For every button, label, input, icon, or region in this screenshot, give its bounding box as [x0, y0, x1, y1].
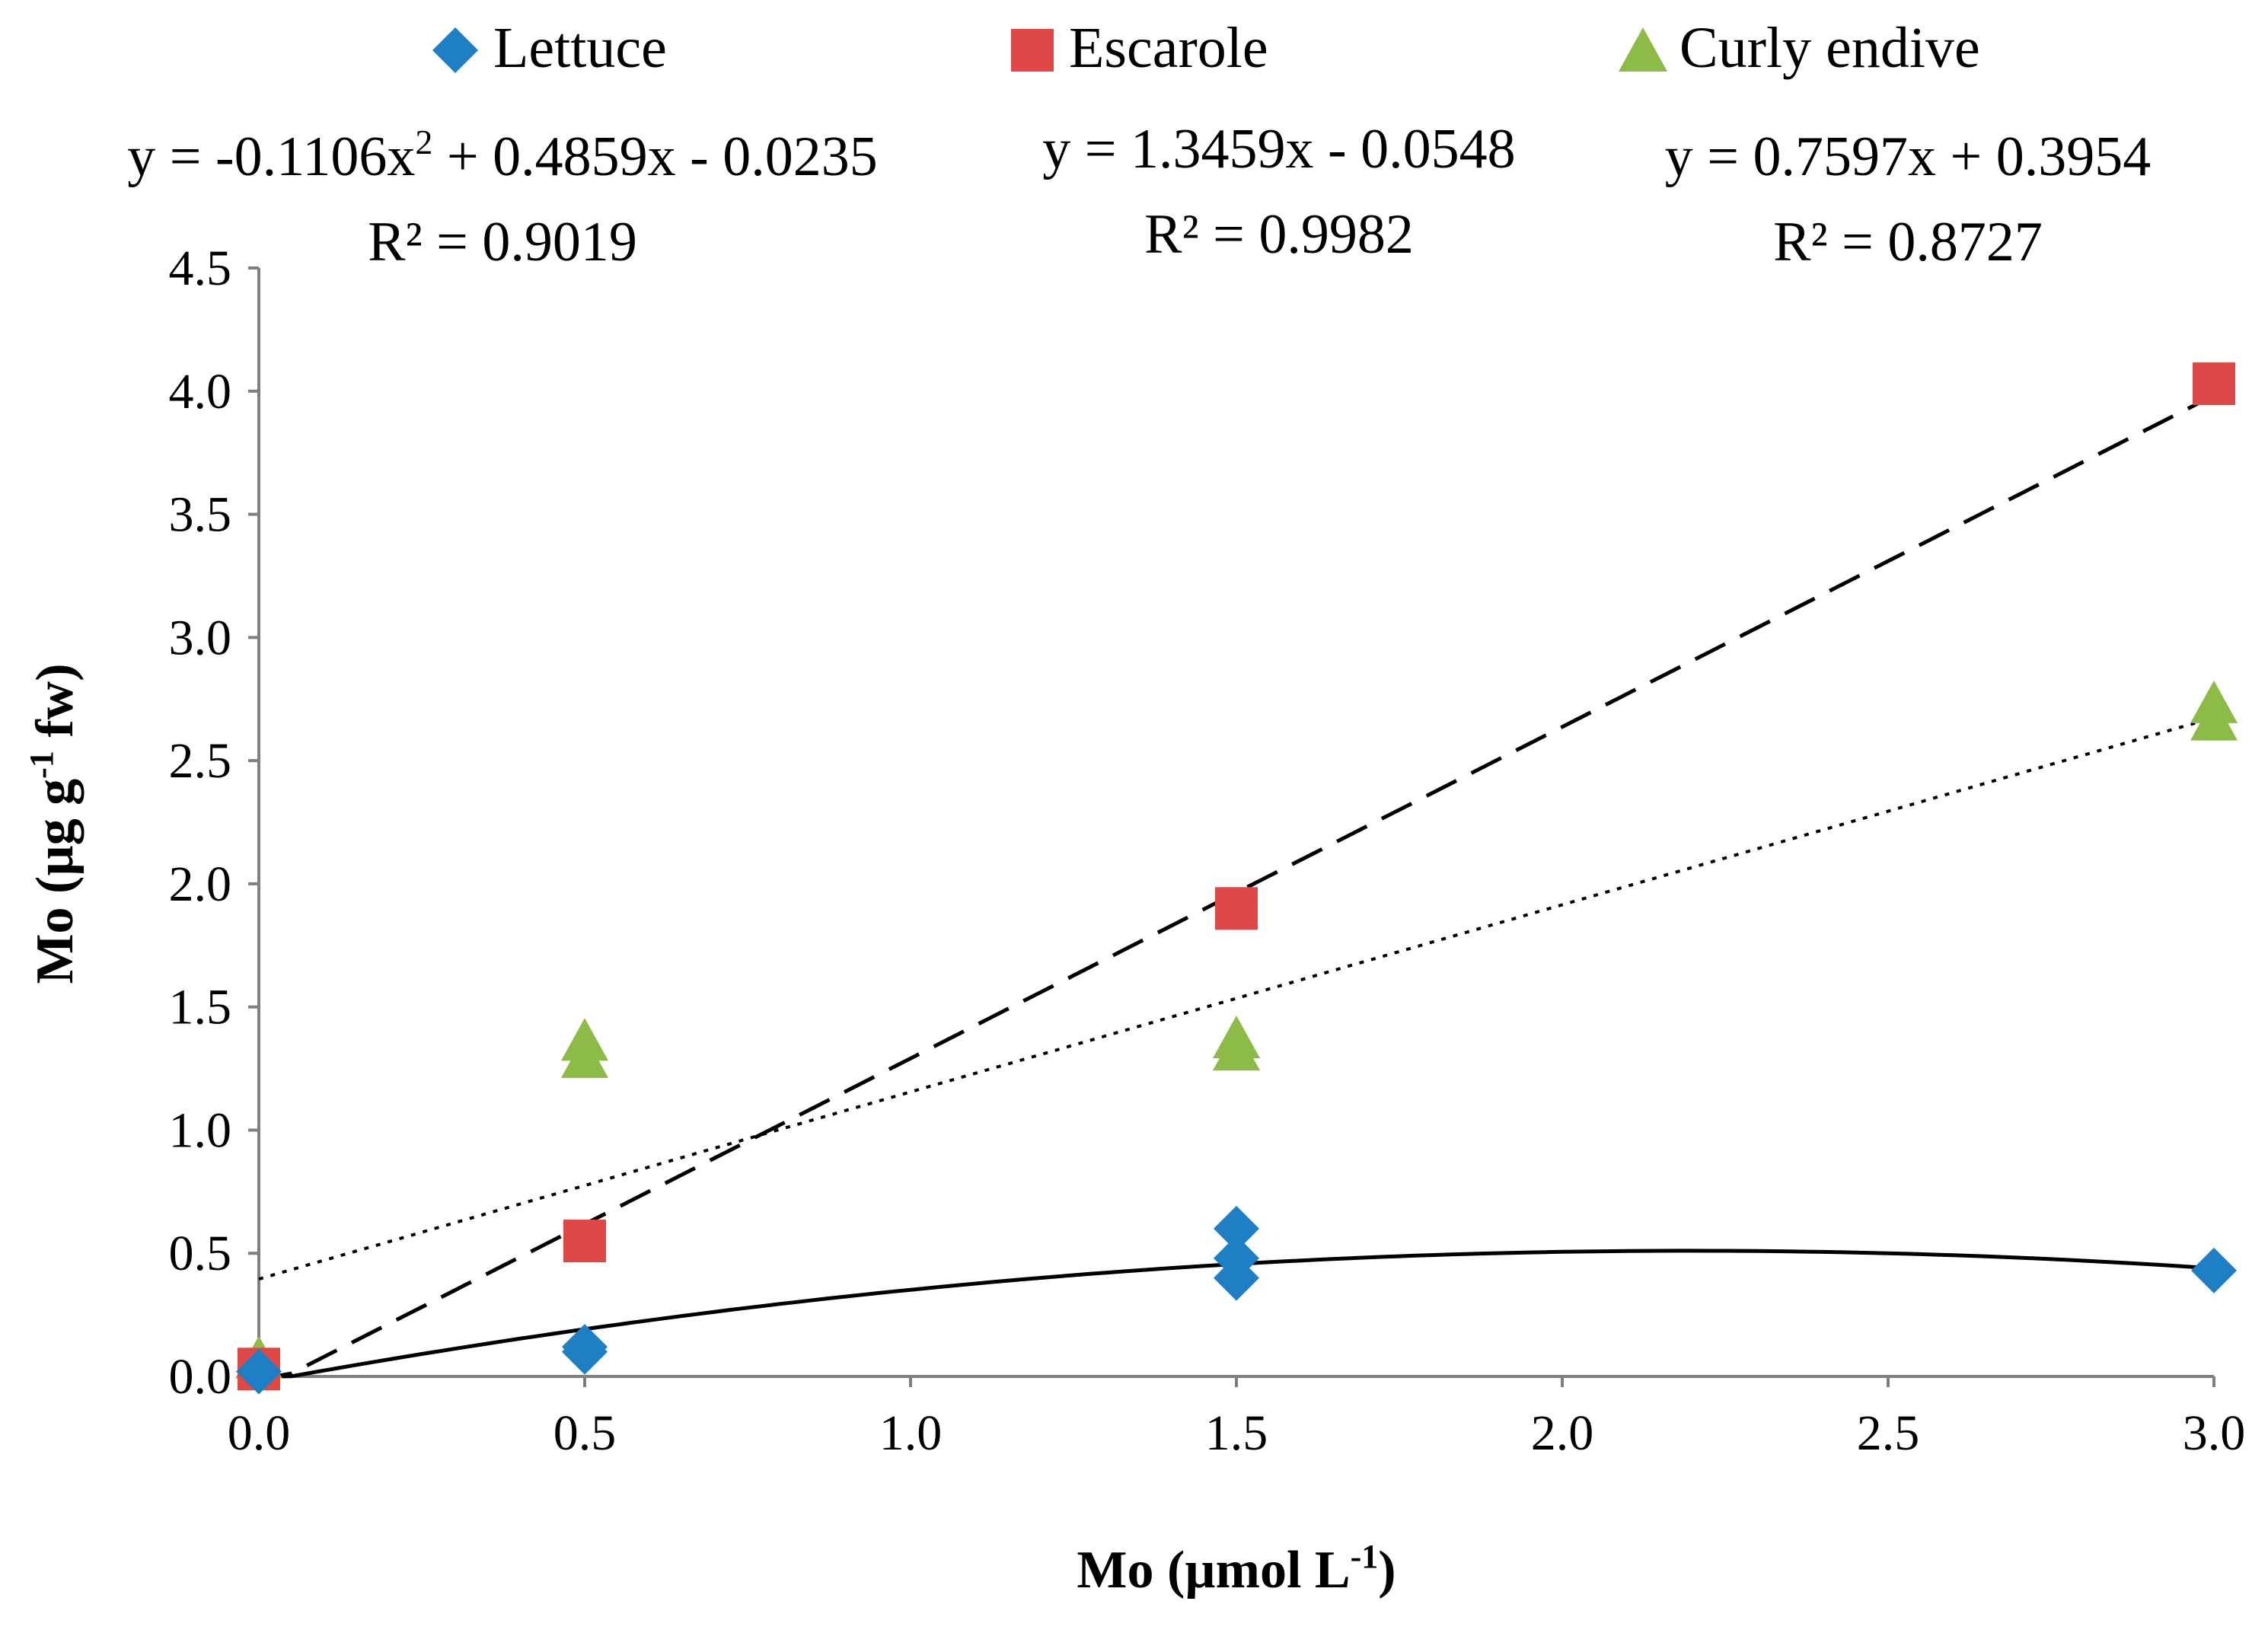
legend: Lettuce Escarole Curly endive — [432, 16, 1980, 80]
r2-escarole: R² = 0.9982 — [1144, 203, 1414, 266]
x-axis-title-sup: -1 — [1351, 1538, 1379, 1575]
data-point-lettuce — [236, 1348, 282, 1395]
x-tick-label: 0.5 — [553, 1405, 617, 1461]
y-axis-title-tail: fw) — [26, 663, 85, 751]
y-tick-label: 4.0 — [169, 364, 232, 419]
legend-label-lettuce: Lettuce — [493, 16, 667, 80]
data-point-escarole — [2193, 362, 2235, 406]
legend-marker-curly-endive — [1619, 27, 1667, 72]
equations: y = -0.1106x2 + 0.4859x - 0.0235 R² = 0.… — [127, 118, 2151, 273]
legend-item-lettuce[interactable]: Lettuce — [432, 16, 667, 80]
markers — [235, 362, 2238, 1395]
x-tick-label: 2.5 — [1857, 1405, 1920, 1461]
data-point-escarole — [563, 1220, 606, 1263]
y-ticks: 0.0 0.5 1.0 1.5 2.0 2.5 3.0 3.5 4.0 4.5 — [169, 241, 259, 1405]
data-point-curly-endive — [561, 1018, 608, 1061]
legend-label-escarole: Escarole — [1069, 16, 1268, 80]
x-tick-label: 1.5 — [1205, 1405, 1268, 1461]
r2-lettuce: R² = 0.9019 — [368, 211, 637, 273]
y-axis-title-main: Mo (µg g — [26, 779, 85, 984]
data-point-curly-endive — [2190, 680, 2238, 723]
legend-label-curly-endive: Curly endive — [1679, 16, 1980, 80]
equation-lettuce: y = -0.1106x2 + 0.4859x - 0.0235 — [127, 123, 878, 188]
legend-item-curly-endive[interactable]: Curly endive — [1619, 16, 1980, 80]
y-tick-label: 2.5 — [169, 733, 232, 789]
x-tick-label: 3.0 — [2183, 1405, 2246, 1461]
legend-marker-escarole — [1011, 29, 1054, 72]
legend-item-escarole[interactable]: Escarole — [1011, 16, 1268, 80]
y-tick-label: 0.5 — [169, 1226, 232, 1281]
x-ticks: 0.0 0.5 1.0 1.5 2.0 2.5 3.0 — [228, 1376, 2246, 1461]
y-tick-label: 2.0 — [169, 856, 232, 912]
x-tick-label: 2.0 — [1531, 1405, 1594, 1461]
y-axis-title: Mo (µg g-1 fw) — [23, 663, 85, 984]
x-axis-title-main: Mo (µmol L — [1077, 1541, 1350, 1600]
x-tick-label: 1.0 — [879, 1405, 943, 1461]
legend-marker-lettuce — [432, 27, 478, 73]
x-axis-title-close: ) — [1378, 1541, 1396, 1600]
data-point-lettuce — [2191, 1247, 2237, 1293]
equation-lettuce-pre: y = -0.1106x — [127, 126, 415, 188]
y-tick-label: 1.5 — [169, 980, 232, 1035]
y-tick-label: 4.5 — [169, 241, 232, 296]
equation-escarole: y = 1.3459x - 0.0548 — [1042, 118, 1515, 180]
equation-curly-endive: y = 0.7597x + 0.3954 — [1665, 126, 2151, 188]
y-axis-title-sup: -1 — [23, 751, 60, 779]
x-tick-label: 0.0 — [228, 1405, 291, 1461]
y-tick-label: 3.5 — [169, 487, 232, 543]
data-point-curly-endive — [1213, 1015, 1260, 1058]
r2-curly-endive: R² = 0.8727 — [1773, 211, 2043, 273]
trendline-curly-endive — [258, 716, 2215, 1281]
equation-lettuce-sup: 2 — [415, 123, 432, 161]
data-point-escarole — [1215, 887, 1258, 930]
data-point-lettuce — [1214, 1235, 1259, 1281]
equation-lettuce-post: + 0.4859x - 0.0235 — [432, 126, 877, 188]
y-tick-label: 3.0 — [169, 610, 232, 665]
x-axis-title: Mo (µmol L-1) — [1077, 1538, 1396, 1600]
data-point-lettuce — [562, 1324, 608, 1370]
y-tick-label: 0.0 — [169, 1349, 232, 1405]
data-point-lettuce — [1214, 1205, 1259, 1252]
y-tick-label: 1.0 — [169, 1102, 232, 1158]
axes: 0.0 0.5 1.0 1.5 2.0 2.5 3.0 3.5 4.0 4.5 0.0 0.5 1.0… — [169, 241, 2246, 1461]
